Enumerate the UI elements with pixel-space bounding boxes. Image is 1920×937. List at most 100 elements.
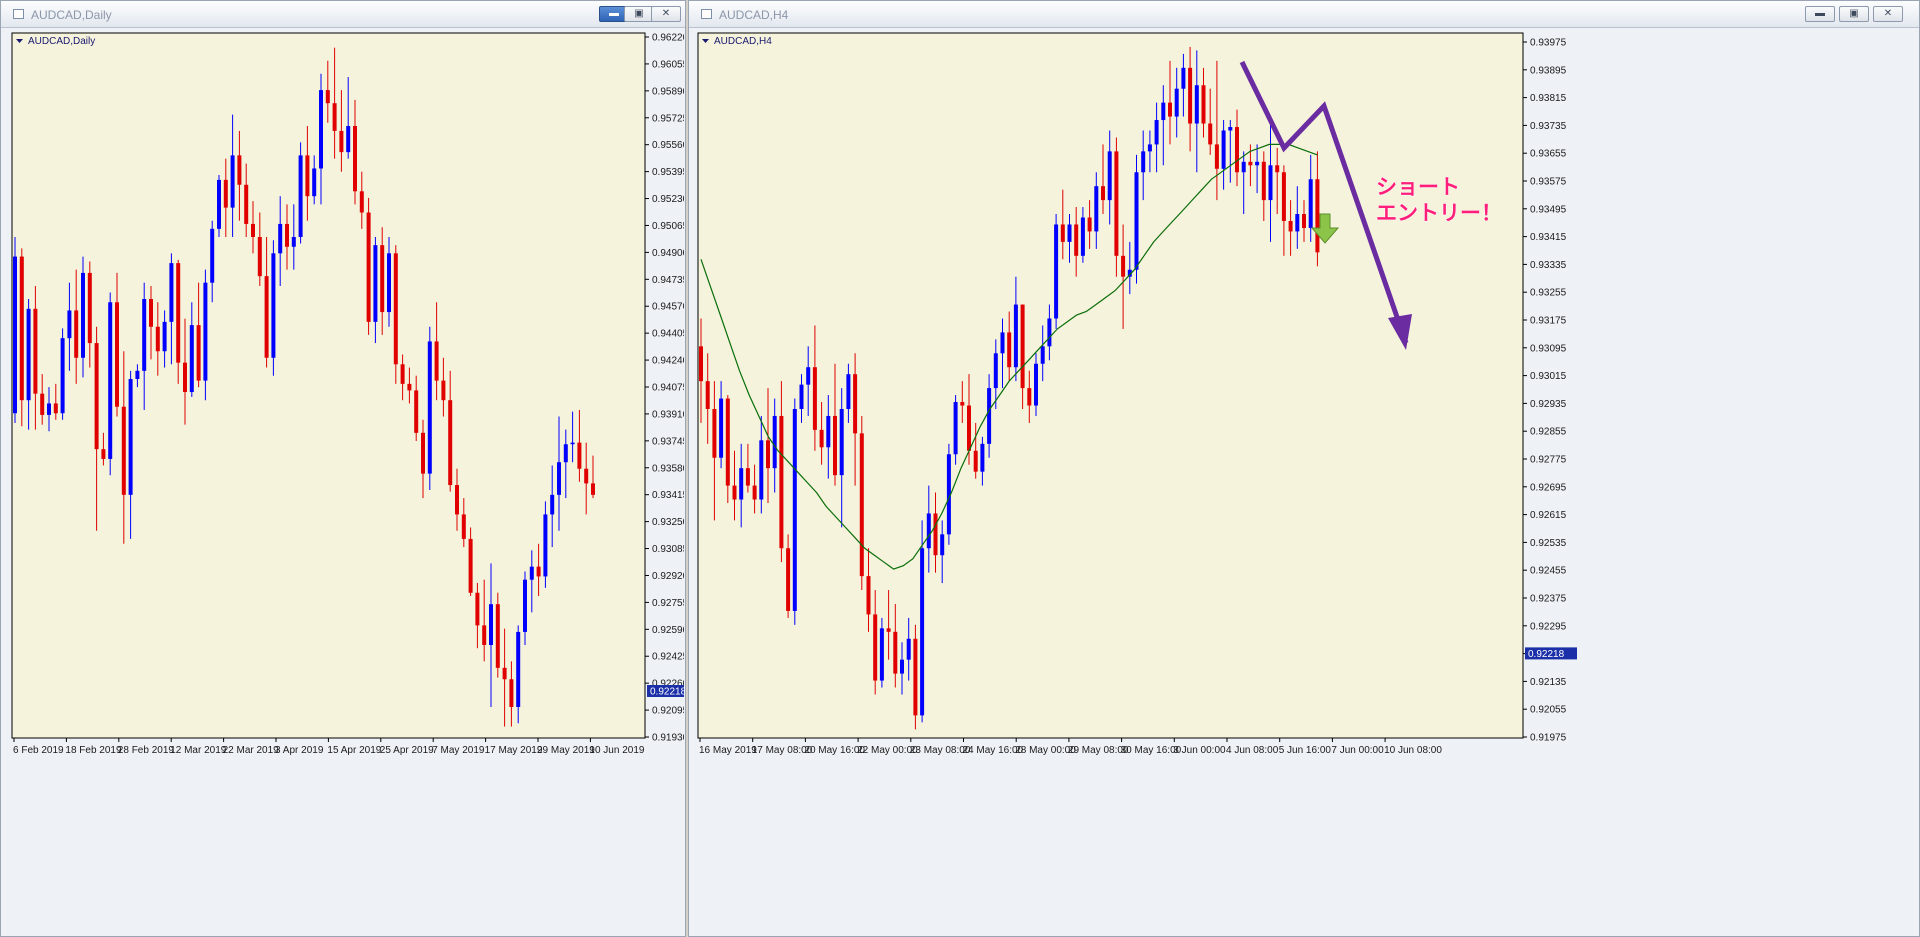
- candle-body: [339, 130, 344, 153]
- candle-body: [1114, 151, 1119, 256]
- x-tick-label: 24 May 16:00: [963, 745, 1024, 756]
- dropdown-triangle-icon: [16, 39, 23, 43]
- x-tick-label: 12 Mar 2019: [170, 745, 227, 756]
- candle-body: [47, 403, 51, 415]
- candle-body: [33, 308, 38, 394]
- chart-symbol-label: AUDCAD,H4: [714, 36, 772, 47]
- candles: [13, 47, 595, 727]
- candle-body: [1147, 144, 1152, 152]
- candle-body: [264, 276, 269, 358]
- y-tick-label: 0.92855: [1530, 427, 1567, 438]
- candle-body: [40, 393, 45, 415]
- current-price-tag: [647, 685, 684, 697]
- candle-body: [1235, 127, 1239, 173]
- candle-body: [325, 90, 330, 104]
- h4-window-titlebar[interactable]: AUDCAD,H4 ▬ ▣ ✕: [689, 1, 1919, 28]
- x-tick-label: 22 May 00:00: [857, 745, 918, 756]
- moving-average-line: [700, 143, 1318, 570]
- candle-body: [812, 367, 817, 430]
- candle-body: [393, 253, 398, 365]
- candle-body: [1094, 186, 1099, 232]
- y-tick-label: 0.93255: [1530, 288, 1567, 299]
- candle-body: [799, 384, 804, 409]
- candle-body: [26, 308, 31, 401]
- chart-window-icon: [701, 9, 712, 19]
- y-tick-label: 0.92095: [652, 706, 684, 717]
- candle-body: [142, 299, 147, 371]
- chart-window-icon: [13, 9, 24, 19]
- candle-body: [230, 155, 235, 208]
- candle-body: [886, 628, 891, 632]
- candle-body: [1141, 151, 1146, 173]
- candle-body: [973, 450, 978, 472]
- y-tick-label: 0.95065: [652, 221, 684, 232]
- candle-body: [217, 179, 221, 229]
- x-tick-label: 22 Mar 2019: [223, 745, 280, 756]
- candle-body: [189, 325, 194, 393]
- candle-body: [468, 538, 473, 593]
- y-tick-label: 0.93415: [1530, 232, 1567, 243]
- candle-body: [162, 321, 167, 352]
- candle-body: [926, 513, 931, 549]
- candle-body: [373, 245, 378, 322]
- h4-candlestick-chart[interactable]: AUDCAD,H4 0.93975 0.93895 0.93815 0.93735 0.9…: [690, 28, 1918, 936]
- candle-body: [346, 126, 351, 153]
- candle-body: [732, 485, 737, 500]
- candle-body: [719, 398, 724, 458]
- y-tick-label: 0.93975: [1530, 38, 1567, 49]
- candle-body: [570, 442, 575, 445]
- y-tick-label: 0.93575: [1530, 177, 1567, 188]
- candle-body: [115, 302, 119, 407]
- close-button[interactable]: ✕: [1873, 6, 1903, 22]
- y-tick-label: 0.94405: [652, 329, 684, 340]
- candle-body: [67, 310, 72, 339]
- candle-body: [1228, 127, 1233, 131]
- candle-body: [203, 282, 208, 381]
- candle-body: [786, 548, 791, 611]
- plot-area: [11, 32, 646, 739]
- candle-body: [543, 514, 548, 577]
- candle-body: [725, 398, 730, 486]
- minimize-button[interactable]: ▬: [1805, 6, 1835, 22]
- candle-body: [779, 415, 784, 549]
- candle-body: [434, 341, 439, 381]
- close-button[interactable]: ✕: [651, 6, 681, 22]
- x-tick-label: 4 Jun 08:00: [1226, 745, 1279, 756]
- candle-body: [819, 429, 824, 448]
- y-tick-label: 0.94075: [652, 383, 684, 394]
- daily-window-titlebar[interactable]: AUDCAD,Daily ▬ ▣ ✕: [1, 1, 685, 28]
- x-tick-label: 29 May 08:00: [1068, 745, 1129, 756]
- candle-body: [60, 338, 65, 414]
- candle-body: [101, 449, 106, 459]
- x-tick-label: 17 May 08:00: [752, 745, 813, 756]
- candle-body: [879, 628, 884, 681]
- y-tick-label: 0.91930: [652, 733, 684, 744]
- candle-body: [298, 155, 303, 237]
- restore-button[interactable]: ▣: [1839, 6, 1869, 22]
- x-tick-label: 15 Apr 2019: [327, 745, 381, 756]
- candle-body: [953, 402, 958, 455]
- candle-body: [577, 442, 582, 469]
- candle-body: [1000, 332, 1005, 354]
- candle-body: [155, 326, 160, 352]
- candle-body: [244, 184, 249, 224]
- green-down-arrow-icon: [1310, 213, 1340, 244]
- candle-body: [495, 604, 500, 668]
- candle-body: [251, 223, 255, 237]
- y-tick-label: 0.95725: [652, 113, 684, 124]
- candle-body: [87, 272, 92, 344]
- candle-body: [1275, 165, 1280, 173]
- y-tick-label: 0.96055: [652, 59, 684, 70]
- candle-body: [13, 256, 17, 414]
- restore-button[interactable]: ▣: [624, 6, 654, 22]
- candle-body: [475, 592, 480, 626]
- candle-body: [960, 402, 965, 406]
